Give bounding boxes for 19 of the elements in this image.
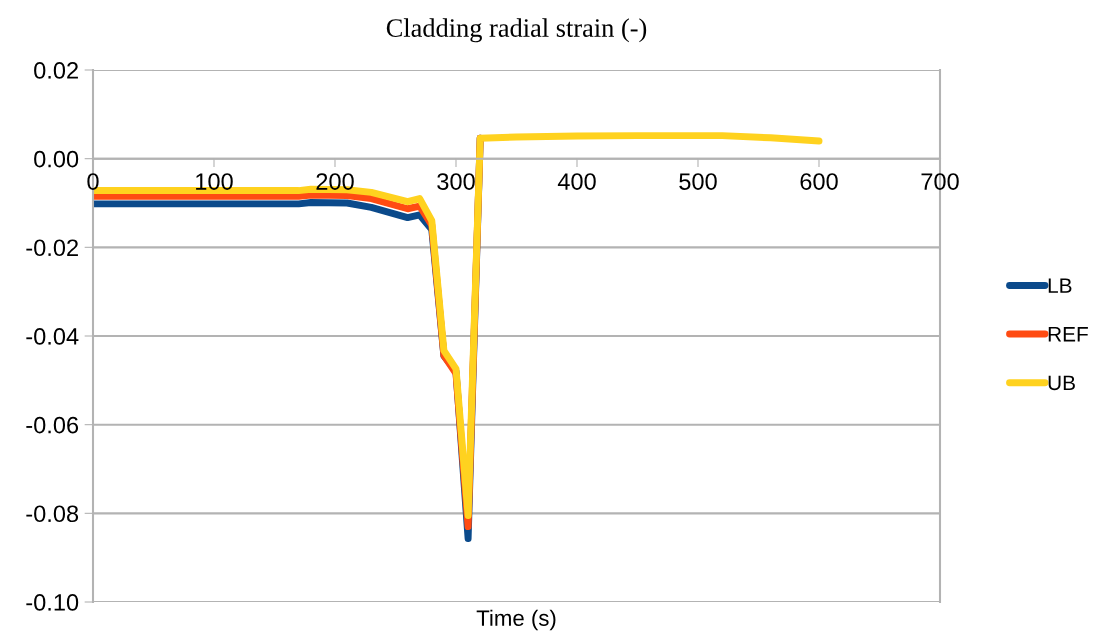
x-tick-label: 100 [196, 173, 233, 190]
y-tick-label: 0.00 [34, 150, 79, 168]
x-tick-label: 0 [87, 173, 99, 190]
x-tick-label: 700 [921, 173, 959, 190]
x-tick-label: 600 [800, 173, 838, 190]
x-tick-label: 500 [679, 173, 717, 190]
y-tick-label: -0.04 [26, 328, 79, 345]
y-tick-label: 0.02 [34, 62, 78, 79]
y-tick-label: -0.10 [26, 594, 79, 611]
x-tick-label: 300 [437, 173, 475, 190]
legend-label: UB [1048, 375, 1075, 391]
x-axis-title: Time (s) [476, 609, 556, 631]
legend-label: LB [1048, 278, 1072, 293]
y-tick-label: -0.02 [26, 239, 78, 257]
chart-title: Cladding radial strain (-) [386, 18, 647, 43]
y-tick-label: -0.06 [26, 416, 79, 434]
legend-label: REF [1048, 327, 1088, 342]
y-tick-label: -0.08 [26, 505, 79, 523]
x-tick-label: 400 [557, 173, 596, 190]
